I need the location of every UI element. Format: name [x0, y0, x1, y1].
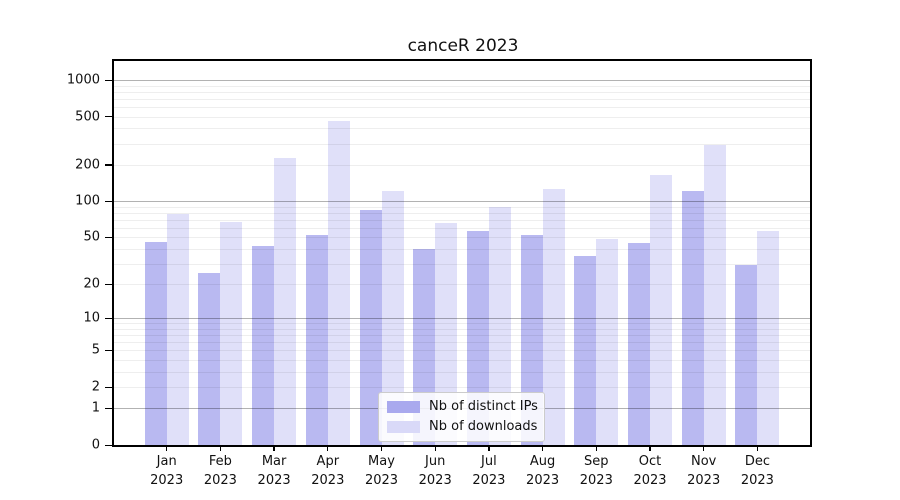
x-tick-label-may: May 2023	[364, 454, 399, 488]
x-tick-label-jan: Jan 2023	[150, 454, 184, 488]
bar-dec-downloads	[757, 231, 780, 445]
chart-title: canceR 2023	[407, 36, 519, 56]
x-tick-mark-may	[380, 446, 383, 451]
x-tick-label-nov: Nov 2023	[687, 454, 721, 488]
bar-mar-ips	[252, 246, 275, 445]
legend-swatch-downloads	[387, 420, 420, 433]
x-tick-mark-dec	[756, 446, 759, 451]
y-tick-label-5: 5	[91, 342, 100, 358]
x-tick-label-mar: Mar 2023	[257, 454, 291, 488]
bar-oct-downloads	[650, 175, 672, 445]
bar-apr-downloads	[327, 121, 350, 445]
y-tick-mark-0	[105, 444, 112, 446]
y-tick-mark-200	[105, 164, 112, 166]
bar-dec-ips	[735, 265, 758, 445]
bar-sep-ips	[574, 255, 597, 445]
x-tick-label-jul: Jul 2023	[472, 454, 506, 488]
x-tick-mark-apr	[327, 446, 329, 451]
x-tick-label-aug: Aug 2023	[526, 454, 560, 488]
y-tick-label-500: 500	[75, 109, 100, 125]
x-tick-mark-jun	[434, 446, 436, 451]
x-tick-mark-feb	[219, 446, 222, 451]
bar-apr-ips	[305, 235, 328, 445]
bar-nov-ips	[681, 190, 704, 445]
x-tick-mark-jan	[166, 446, 168, 451]
y-tick-label-1000: 1000	[66, 72, 100, 88]
x-tick-label-sep: Sep 2023	[579, 454, 613, 488]
plot-area: Nb of distinct IPs Nb of downloads	[112, 59, 812, 447]
y-tick-label-1: 1	[91, 400, 100, 416]
bar-jan-downloads	[166, 213, 189, 445]
bar-aug-downloads	[542, 189, 565, 445]
legend-swatch-distinct-ips	[387, 400, 420, 413]
y-tick-mark-10	[105, 317, 112, 320]
x-tick-label-apr: Apr 2023	[311, 454, 345, 488]
bar-feb-ips	[198, 272, 221, 445]
x-tick-mark-jul	[488, 446, 490, 451]
bar-may-downloads	[381, 190, 404, 445]
legend-label-downloads: Nb of downloads	[429, 419, 538, 434]
y-tick-mark-1000	[105, 79, 112, 81]
y-tick-mark-100	[105, 200, 112, 203]
bar-nov-downloads	[703, 144, 726, 445]
y-tick-mark-2	[105, 386, 112, 388]
x-tick-mark-oct	[649, 446, 651, 451]
legend-label-distinct-ips: Nb of distinct IPs	[429, 399, 538, 414]
x-tick-label-feb: Feb 2023	[203, 454, 237, 488]
x-tick-label-oct: Oct 2023	[633, 454, 667, 488]
bar-layer	[114, 61, 810, 445]
bar-jan-ips	[144, 241, 167, 445]
bar-may-ips	[359, 209, 382, 445]
x-tick-mark-sep	[595, 446, 597, 451]
bar-jul-ips	[466, 231, 489, 445]
legend-item-downloads: Nb of downloads	[387, 419, 538, 434]
legend-item-distinct-ips: Nb of distinct IPs	[387, 399, 538, 414]
x-tick-label-dec: Dec 2023	[740, 454, 774, 488]
x-tick-label-jun: Jun 2023	[418, 454, 452, 488]
y-tick-label-50: 50	[83, 229, 100, 245]
y-tick-label-2: 2	[91, 379, 100, 395]
x-tick-mark-aug	[541, 446, 544, 451]
bar-feb-downloads	[220, 222, 243, 445]
y-tick-label-100: 100	[75, 193, 100, 209]
y-tick-mark-20	[105, 283, 112, 286]
bar-jul-downloads	[488, 206, 511, 445]
x-tick-mark-mar	[273, 446, 275, 451]
y-tick-mark-50	[105, 236, 112, 239]
bar-sep-downloads	[596, 239, 619, 445]
y-tick-label-10: 10	[83, 310, 100, 326]
y-tick-mark-500	[105, 116, 112, 118]
bar-oct-ips	[628, 242, 650, 445]
y-tick-mark-5	[105, 349, 112, 352]
legend: Nb of distinct IPs Nb of downloads	[378, 392, 545, 442]
y-tick-label-0: 0	[91, 437, 100, 453]
bar-mar-downloads	[274, 157, 297, 445]
x-tick-mark-nov	[703, 446, 705, 451]
y-tick-mark-1	[105, 407, 112, 410]
bar-jun-downloads	[435, 222, 458, 445]
y-tick-label-20: 20	[83, 276, 100, 292]
y-tick-label-200: 200	[75, 157, 100, 173]
